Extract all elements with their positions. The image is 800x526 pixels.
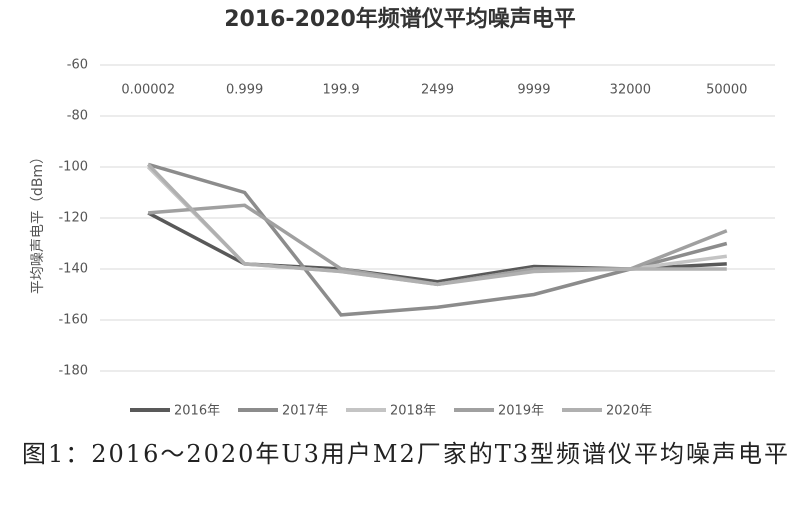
y-tick-label: -60 — [67, 58, 88, 73]
x-tick-label: 2499 — [421, 83, 454, 98]
y-tick-label: -100 — [58, 160, 88, 175]
legend-label: 2016年 — [174, 404, 220, 419]
legend-label: 2019年 — [498, 404, 544, 419]
caption: 图1：2016～2020年U3用户M2厂家的T3型频谱仪平均噪声电平 — [22, 440, 791, 468]
series-line — [148, 203, 728, 287]
y-tick-label: -180 — [58, 364, 88, 379]
x-tick-label: 9999 — [517, 83, 550, 98]
series-line — [147, 162, 728, 317]
chart-title: 2016-2020年频谱仪平均噪声电平 — [224, 6, 576, 32]
y-tick-label: -80 — [67, 109, 88, 124]
y-tick-label: -160 — [58, 313, 88, 328]
x-tick-label: 0.999 — [226, 83, 263, 98]
series-line — [146, 163, 727, 287]
x-tick-label: 32000 — [610, 83, 651, 98]
x-tick-label: 0.00002 — [121, 83, 175, 98]
y-axis-label: 平均噪声电平（dBm） — [30, 150, 46, 294]
legend-label: 2018年 — [390, 404, 436, 419]
y-tick-label: -140 — [58, 262, 88, 277]
series-line — [147, 211, 727, 284]
legend-label: 2020年 — [606, 404, 652, 419]
legend-label: 2017年 — [282, 404, 328, 419]
x-tick-label: 199.9 — [322, 83, 359, 98]
chart: 2016-2020年频谱仪平均噪声电平 平均噪声电平（dBm） -60 -80 -1… — [30, 6, 775, 419]
x-tick-label: 50000 — [706, 83, 747, 98]
y-tick-label: -120 — [58, 211, 88, 226]
